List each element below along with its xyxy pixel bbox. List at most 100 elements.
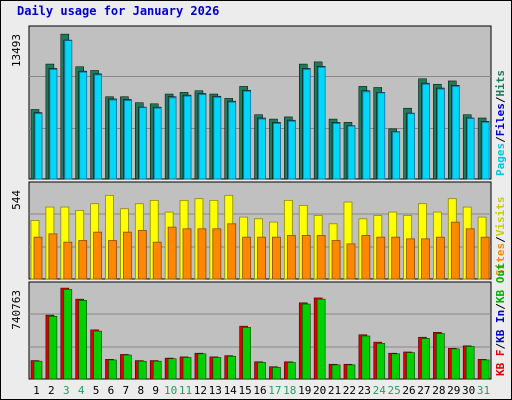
x-tick-label: 31 (477, 384, 490, 397)
sites-bar (242, 236, 252, 280)
sites-bar (480, 236, 490, 280)
chart-title: Daily usage for January 2026 (17, 4, 220, 18)
kbout-bar (93, 330, 102, 380)
pages-bar (377, 92, 386, 180)
pages-bar (317, 66, 326, 180)
visits-sites-legend: Sites/Visits (494, 197, 507, 277)
kbout-bar (123, 354, 132, 380)
sites-bar (316, 235, 326, 280)
kb-legend: KB F/KB In/KB Out (494, 263, 507, 376)
x-tick-label: 16 (253, 384, 266, 397)
kbout-bar (257, 362, 266, 380)
x-tick-label: 3 (63, 384, 70, 397)
pages-bar (183, 95, 192, 180)
pages-bar (451, 85, 460, 180)
sites-bar (182, 228, 192, 280)
pages-bar (198, 94, 207, 180)
x-tick-label: 18 (283, 384, 296, 397)
x-tick-label: 2 (48, 384, 55, 397)
pages-bar (332, 123, 341, 180)
kbout-bar (212, 357, 222, 380)
x-tick-label: 1 (33, 384, 40, 397)
sites-bar (78, 240, 88, 280)
sites-bar (93, 231, 103, 280)
pages-bar (407, 113, 415, 180)
x-tick-label: 13 (209, 384, 222, 397)
x-tick-label: 27 (417, 384, 430, 397)
pages-bar (287, 120, 296, 180)
kbout-bar (167, 358, 177, 380)
kbout-bar (391, 353, 400, 380)
x-tick-label: 21 (328, 384, 341, 397)
kbout-bar (197, 353, 207, 380)
kbout-bar (301, 303, 311, 380)
x-tick-label: 10 (164, 384, 177, 397)
sites-bar (406, 238, 415, 280)
x-tick-label: 14 (224, 384, 238, 397)
x-tick-label: 19 (298, 384, 311, 397)
sites-bar (465, 228, 475, 280)
kbout-bar (227, 355, 237, 380)
sites-bar (197, 228, 207, 280)
sites-bar (421, 238, 430, 280)
kbout-bar (406, 352, 415, 380)
sites-bar (212, 228, 222, 280)
kbout-bar (361, 335, 371, 380)
pages-bar (362, 91, 371, 180)
kb-ymax-label: 740763 (10, 290, 23, 330)
kbout-bar (465, 346, 475, 380)
x-tick-label: 7 (123, 384, 130, 397)
pages-bar (273, 123, 281, 180)
kbout-bar (152, 360, 162, 380)
x-tick-label: 15 (238, 384, 251, 397)
x-tick-label: 29 (447, 384, 460, 397)
x-tick-label: 23 (358, 384, 371, 397)
x-tick-label: 30 (462, 384, 475, 397)
hits-files-pages-legend-entry: / (494, 96, 507, 103)
pages-bar (481, 121, 490, 180)
hits-files-pages-legend-entry: Pages (494, 143, 507, 176)
x-tick-label: 26 (402, 384, 415, 397)
sites-bar (450, 221, 460, 280)
x-tick-label: 4 (78, 384, 85, 397)
kbout-bar (331, 364, 341, 380)
sites-bar (272, 236, 281, 280)
sites-bar (257, 236, 266, 280)
kb-legend-entry: KB Out (494, 263, 507, 303)
kbout-bar (287, 362, 296, 380)
kbout-bar (376, 343, 386, 380)
kbout-bar (63, 289, 73, 380)
sites-bar (331, 240, 341, 280)
sites-bar (376, 236, 386, 280)
pages-bar (49, 69, 58, 180)
pages-bar (138, 107, 147, 180)
kbout-bar (450, 348, 460, 380)
kb-legend-entry: KB In (494, 310, 507, 343)
pages-bar (228, 101, 237, 180)
visits-sites-legend-entry: Visits (494, 197, 507, 237)
kbout-bar (346, 364, 356, 380)
sites-bar (123, 231, 132, 280)
pages-bar (436, 88, 445, 180)
x-tick-label: 5 (93, 384, 100, 397)
kbout-bar (48, 316, 58, 380)
kbout-bar (436, 333, 445, 380)
x-tick-label: 24 (373, 384, 387, 397)
kbout-bar (33, 360, 43, 380)
visits-sites-legend-entry: Sites (494, 243, 507, 276)
pages-bar (392, 131, 401, 180)
sites-bar (108, 240, 117, 280)
hits-files-pages-legend-entry: Files (494, 103, 507, 136)
pages-bar (422, 83, 430, 180)
x-tick-label: 22 (343, 384, 356, 397)
sites-bar (63, 241, 73, 280)
kbout-bar (182, 357, 192, 380)
pages-bar (168, 97, 177, 180)
sites-bar (167, 226, 177, 280)
sites-bar (286, 235, 296, 280)
sites-bar (227, 223, 237, 280)
sites-bar (435, 236, 445, 280)
sites-bar (391, 236, 401, 280)
